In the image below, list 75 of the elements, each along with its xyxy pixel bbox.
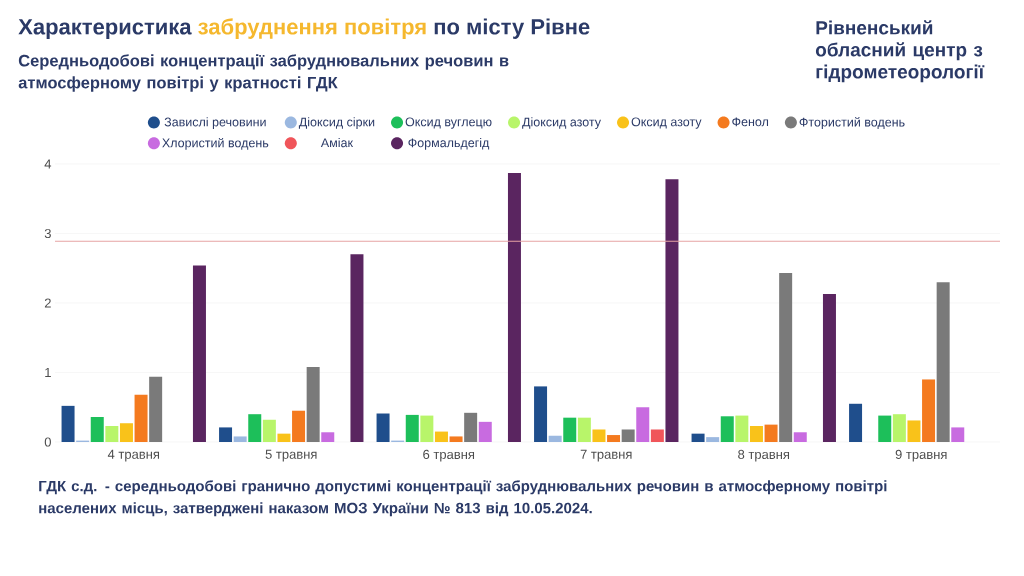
- bar: [420, 415, 434, 442]
- y-tick-label: 3: [44, 228, 51, 239]
- bar: [219, 427, 233, 442]
- bar: [134, 394, 148, 442]
- legend-label: Оксид вуглецю: [405, 117, 492, 129]
- bar: [621, 429, 635, 442]
- bar: [534, 386, 548, 442]
- bar: [61, 405, 75, 442]
- bar: [548, 435, 562, 442]
- bar: [764, 424, 778, 442]
- legend-label: Аміак: [320, 138, 354, 148]
- x-tick-label: 5 травня: [265, 449, 317, 462]
- bar: [306, 366, 320, 442]
- bar: [376, 413, 390, 442]
- bar: [478, 421, 492, 442]
- legend-label: Фенол: [732, 117, 769, 127]
- x-tick-label: 7 травня: [580, 449, 632, 462]
- bar: [720, 416, 734, 442]
- bar: [577, 417, 591, 442]
- bar: [149, 376, 163, 442]
- bar: [907, 420, 921, 442]
- bar: [292, 410, 306, 442]
- bar: [464, 412, 478, 442]
- bar: [822, 293, 836, 442]
- y-tick-label: 4: [44, 159, 52, 169]
- x-tick-label: 9 травня: [895, 449, 947, 462]
- bar: [749, 426, 763, 442]
- x-tick-label: 6 травня: [423, 449, 475, 462]
- bar: [563, 417, 577, 442]
- legend-label: Діоксид азоту: [522, 117, 601, 129]
- bar: [507, 173, 521, 442]
- bar: [248, 414, 262, 442]
- bar: [691, 433, 705, 442]
- bar: [650, 429, 664, 442]
- bar: [434, 431, 448, 442]
- bar: [321, 432, 335, 442]
- chart-subtitle: Середньодобові концентрації забруднювальних речовин в атмосферному повітрі у кратності ГДК: [18, 54, 509, 92]
- y-tick-label: 1: [45, 368, 51, 377]
- bar: [192, 265, 206, 442]
- bar: [735, 415, 749, 442]
- bar: [878, 415, 892, 442]
- bar: [936, 282, 950, 442]
- bar: [706, 437, 720, 442]
- bar: [592, 429, 606, 442]
- bar: [779, 273, 793, 442]
- bar: [350, 254, 364, 442]
- bar: [119, 423, 133, 442]
- text: Рівненський обласний центр з гідрометеорології: [815, 20, 985, 83]
- legend-label: Хлористий водень: [162, 137, 269, 150]
- bar: [105, 426, 119, 442]
- legend-label: Завислі речовини: [164, 117, 266, 129]
- bar: [892, 414, 906, 442]
- bar: [90, 416, 104, 442]
- legend-label: Діоксид сірки: [298, 117, 375, 129]
- legend-label: Оксид азоту: [631, 117, 702, 129]
- x-tick-label: 8 травня: [738, 449, 790, 462]
- y-tick-label: 0: [44, 437, 51, 447]
- bar: [277, 433, 291, 442]
- legend-label: Формальдегід: [408, 138, 490, 150]
- bar: [405, 414, 419, 442]
- bar: [233, 436, 247, 442]
- bar: [665, 179, 679, 442]
- legend-label: Фтористий водень: [799, 117, 905, 129]
- bar: [922, 379, 936, 442]
- bar: [607, 435, 621, 442]
- bar: [636, 407, 650, 442]
- bar: [449, 436, 463, 442]
- bar: [793, 432, 807, 442]
- chart-title: Характеристика забруднення повітря по місту Рівне: [18, 18, 590, 39]
- bar: [262, 419, 276, 442]
- text: ГДК с.д. - середньодобові гранично допустимі концентрації забруднювальних речовин в атмосферному повітрі населених місць, затверджені наказом МОЗ України № 813 від 10.05.2024.: [39, 480, 887, 517]
- bar: [849, 403, 863, 442]
- x-tick-label: 4 травня: [107, 449, 160, 462]
- y-tick-label: 2: [44, 298, 51, 308]
- bar: [951, 427, 965, 442]
